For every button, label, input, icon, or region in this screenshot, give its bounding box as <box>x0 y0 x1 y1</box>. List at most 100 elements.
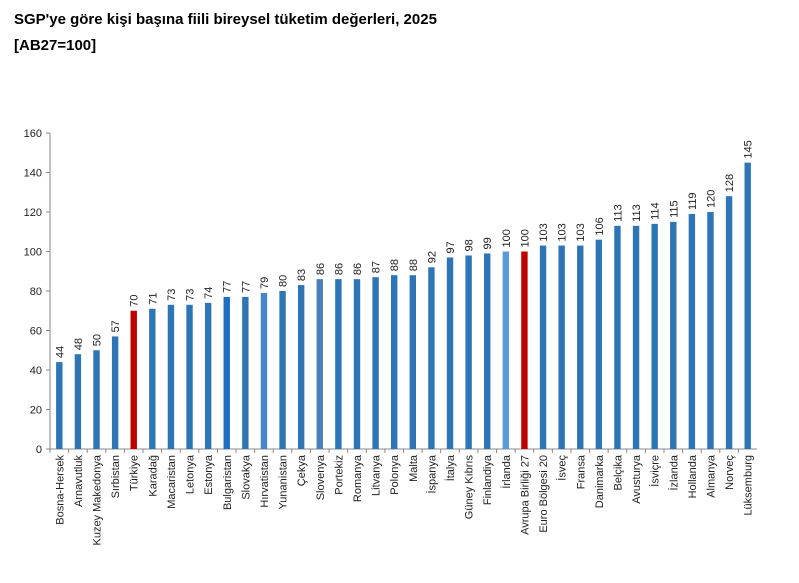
value-label: 70 <box>129 295 141 307</box>
bar <box>446 257 454 449</box>
bar <box>484 253 491 449</box>
bar <box>316 279 323 449</box>
x-tick-label: Güney Kıbrıs <box>464 455 476 520</box>
bar <box>353 279 361 449</box>
value-label: 88 <box>389 259 401 271</box>
bar <box>260 292 268 449</box>
x-tick-label: Estonya <box>203 454 215 495</box>
chart-title: SGP'ye göre kişi başına fiili bireysel t… <box>14 11 437 28</box>
x-tick-label: Macaristan <box>166 455 178 509</box>
value-label: 86 <box>315 263 327 275</box>
value-label: 50 <box>92 334 104 346</box>
bar <box>577 245 584 449</box>
bar <box>688 213 696 449</box>
x-tick-label: Lüksemburg <box>743 455 755 516</box>
x-tick-label: İsveç <box>556 455 569 481</box>
bar <box>502 251 510 449</box>
y-tick-label: 20 <box>30 405 42 417</box>
x-tick-label: Avrupa Birliği 27 <box>519 455 531 535</box>
y-tick-label: 40 <box>30 365 42 377</box>
value-label: 99 <box>482 237 494 249</box>
x-tick-label: Hırvatistan <box>259 455 271 508</box>
bar <box>93 350 100 449</box>
x-tick-label: Belçika <box>612 454 624 490</box>
value-label: 98 <box>464 239 476 251</box>
bar <box>167 304 175 449</box>
bar <box>614 225 621 449</box>
x-tick-label: Yunanistan <box>278 455 290 509</box>
value-label: 100 <box>501 229 513 247</box>
x-tick-label: Euro Bölgesi 20 <box>538 455 550 533</box>
value-label: 88 <box>408 259 420 271</box>
x-tick-label: Karadağ <box>147 455 159 497</box>
x-tick-label: Slovakya <box>240 454 252 500</box>
bar <box>149 308 156 449</box>
value-label: 103 <box>538 223 550 241</box>
bar <box>372 277 379 449</box>
value-label: 128 <box>724 174 736 192</box>
bar <box>428 267 435 449</box>
value-label: 77 <box>240 281 252 293</box>
bar <box>409 275 417 449</box>
x-tick-label: Avusturya <box>631 454 643 504</box>
bar <box>56 362 63 449</box>
bar <box>707 212 714 449</box>
x-tick-label: İtalya <box>444 454 457 481</box>
bar <box>130 310 137 449</box>
value-label: 106 <box>594 217 606 235</box>
x-tick-label: İsviçre <box>649 455 662 487</box>
x-tick-label: Arnavutluk <box>73 455 85 507</box>
value-label: 114 <box>650 202 662 220</box>
x-tick-label: Slovenya <box>315 454 327 500</box>
bar <box>74 354 82 449</box>
value-label: 113 <box>612 204 624 222</box>
value-label: 74 <box>203 287 215 299</box>
bar <box>242 296 249 449</box>
x-tick-label: Polonya <box>389 454 401 495</box>
x-tick-label: Portekiz <box>333 455 345 495</box>
bar <box>111 336 119 449</box>
x-tick-label: Bosna-Hersek <box>54 455 66 525</box>
x-tick-label: Litvanya <box>371 454 383 496</box>
bar <box>465 255 472 449</box>
x-tick-label: Türkiye <box>129 455 141 491</box>
bar <box>595 239 603 449</box>
value-label: 97 <box>445 241 457 253</box>
bar <box>521 251 528 449</box>
x-tick-label: Almanya <box>705 454 717 498</box>
bar <box>279 291 286 449</box>
y-tick-label: 60 <box>30 326 42 338</box>
value-label: 73 <box>185 289 197 301</box>
value-label: 103 <box>575 223 587 241</box>
y-tick-label: 140 <box>24 168 42 180</box>
x-tick-label: Norveç <box>724 455 736 490</box>
x-tick-label: İspanya <box>425 454 438 493</box>
x-tick-label: Malta <box>408 454 420 482</box>
value-label: 48 <box>73 338 85 350</box>
value-label: 80 <box>278 275 290 287</box>
value-label: 115 <box>668 200 680 218</box>
value-label: 73 <box>166 289 178 301</box>
y-tick-label: 120 <box>24 207 42 219</box>
bar <box>632 225 640 449</box>
value-label: 79 <box>259 277 271 289</box>
x-tick-label: Bulgaristan <box>222 455 234 510</box>
y-tick-label: 0 <box>36 444 42 456</box>
value-label: 145 <box>743 140 755 158</box>
bar <box>558 245 565 449</box>
bar <box>204 302 212 449</box>
y-tick-label: 160 <box>24 128 42 140</box>
x-tick-label: Finlandiya <box>482 454 494 505</box>
x-tick-label: Romanya <box>352 454 364 502</box>
x-tick-label: Letonya <box>185 454 197 494</box>
x-tick-label: Danimarka <box>594 454 606 508</box>
value-label: 86 <box>352 263 364 275</box>
value-label: 57 <box>110 320 122 332</box>
x-tick-label: Çekya <box>296 454 308 486</box>
x-tick-label: Kuzey Makedonya <box>92 454 104 545</box>
value-label: 113 <box>631 204 643 222</box>
chart-subtitle: [AB27=100] <box>14 37 96 54</box>
value-label: 86 <box>333 263 345 275</box>
y-tick-label: 80 <box>30 286 42 298</box>
